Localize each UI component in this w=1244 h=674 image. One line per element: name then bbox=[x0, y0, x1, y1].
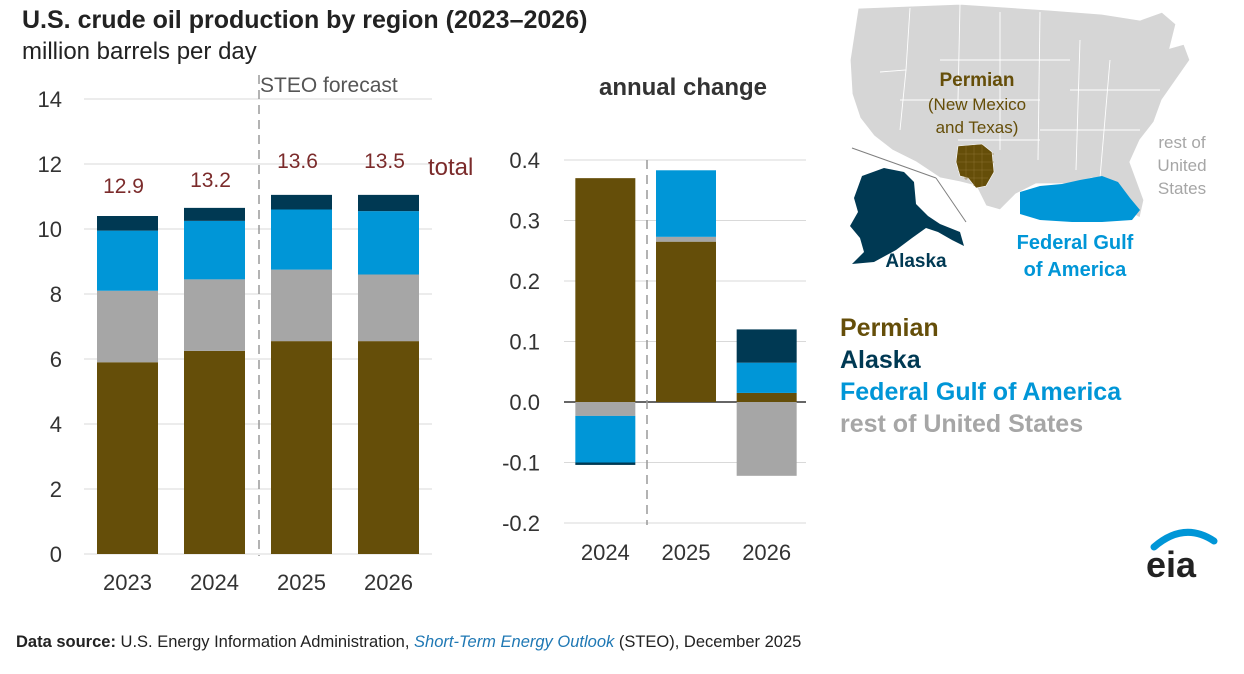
footer-source-label: Data source: bbox=[16, 633, 116, 651]
bar-rest-of-united-states-2026 bbox=[358, 274, 419, 342]
bar-alaska-2026 bbox=[736, 329, 797, 363]
y-tick-label: 0.1 bbox=[509, 330, 540, 355]
bar-rest-of-united-states-2026 bbox=[736, 402, 797, 476]
legend-item-permian: Permian bbox=[840, 314, 939, 342]
state-borders bbox=[879, 3, 1160, 179]
total-labels: 12.9 13.2 13.6 13.5 bbox=[103, 150, 405, 198]
bar-rest-of-united-states-2025 bbox=[656, 236, 716, 242]
forecast-label: STEO forecast bbox=[260, 74, 398, 97]
bar-rest-of-united-states-2024 bbox=[184, 279, 245, 351]
permian-sublabel-1: (New Mexico bbox=[928, 95, 1026, 114]
bar-rest-of-united-states-2024 bbox=[575, 402, 636, 416]
permian-region bbox=[955, 143, 995, 189]
y-tick-label: 0.2 bbox=[509, 269, 540, 294]
y-tick-label: 8 bbox=[50, 282, 62, 307]
bar-federal-gulf-of-america-2025 bbox=[271, 209, 332, 270]
x-tick-label: 2026 bbox=[742, 540, 791, 565]
rest-label-1: rest of bbox=[1158, 133, 1206, 152]
y-tick-label: 0.4 bbox=[509, 148, 540, 173]
bar-permian-2024 bbox=[575, 178, 636, 402]
bars bbox=[575, 170, 797, 476]
total-legend-label: total bbox=[428, 154, 473, 181]
y-tick-label: 0.0 bbox=[509, 390, 540, 415]
y-axis-ticks: 0 2 4 6 8 10 12 14 bbox=[38, 87, 62, 567]
bar-alaska-2025 bbox=[271, 194, 332, 210]
permian-label: Permian bbox=[940, 70, 1015, 91]
y-tick-label: 10 bbox=[38, 217, 62, 242]
total-value-label: 12.9 bbox=[103, 175, 144, 198]
y-tick-label: 4 bbox=[50, 412, 62, 437]
eia-logo-text: eia bbox=[1146, 544, 1197, 585]
alaska-label: Alaska bbox=[885, 251, 947, 272]
footer-report-link[interactable]: Short-Term Energy Outlook bbox=[414, 633, 615, 651]
permian-sublabel-2: and Texas) bbox=[936, 118, 1019, 137]
rest-label-2: United bbox=[1157, 156, 1206, 175]
y-tick-label: -0.1 bbox=[502, 451, 540, 476]
bars bbox=[97, 194, 419, 554]
bar-permian-2026 bbox=[736, 392, 797, 402]
legend-item-rest-of-us: rest of United States bbox=[840, 410, 1084, 438]
chart-title: U.S. crude oil production by region (202… bbox=[22, 6, 588, 34]
bar-permian-2026 bbox=[358, 341, 419, 554]
y-axis-ticks: -0.2 -0.1 0.0 0.1 0.2 0.3 0.4 bbox=[502, 148, 540, 536]
eia-logo-icon: eia bbox=[1146, 528, 1218, 585]
rest-label-3: States bbox=[1158, 179, 1206, 198]
bar-federal-gulf-of-america-2023 bbox=[97, 230, 158, 291]
legend: Permian Alaska Federal Gulf of America r… bbox=[840, 312, 1121, 440]
bar-rest-of-united-states-2025 bbox=[271, 269, 332, 342]
annual-change-chart: annual change -0.2 -0.1 0.0 0.1 0.2 0.3 0.4 20… bbox=[502, 74, 806, 565]
y-tick-label: 0 bbox=[50, 542, 62, 567]
y-tick-label: 2 bbox=[50, 477, 62, 502]
bar-alaska-2026 bbox=[358, 194, 419, 212]
y-tick-label: 0.3 bbox=[509, 209, 540, 234]
legend-item-federal-gulf: Federal Gulf of America bbox=[840, 378, 1122, 406]
bar-alaska-2024 bbox=[184, 207, 245, 221]
x-axis-ticks: 2023 2024 2025 2026 bbox=[103, 570, 413, 595]
y-tick-label: 14 bbox=[38, 87, 62, 112]
bar-federal-gulf-of-america-2024 bbox=[184, 220, 245, 280]
total-value-label: 13.6 bbox=[277, 150, 318, 173]
bar-alaska-2023 bbox=[97, 216, 158, 231]
total-value-label: 13.2 bbox=[190, 169, 231, 192]
footer-report-suffix: (STEO), December 2025 bbox=[614, 633, 802, 651]
y-tick-label: -0.2 bbox=[502, 511, 540, 536]
us-map: Permian (New Mexico and Texas) rest of U… bbox=[849, 3, 1207, 281]
x-tick-label: 2024 bbox=[190, 570, 239, 595]
x-tick-label: 2024 bbox=[581, 540, 630, 565]
y-tick-label: 12 bbox=[38, 152, 62, 177]
bar-federal-gulf-of-america-2025 bbox=[656, 170, 716, 237]
bar-permian-2023 bbox=[97, 362, 158, 554]
x-tick-label: 2023 bbox=[103, 570, 152, 595]
bar-permian-2025 bbox=[271, 341, 332, 554]
bar-federal-gulf-of-america-2026 bbox=[736, 362, 797, 393]
bar-federal-gulf-of-america-2026 bbox=[358, 211, 419, 275]
bar-rest-of-united-states-2023 bbox=[97, 290, 158, 363]
bar-permian-2025 bbox=[656, 241, 716, 402]
gulf-label-2: of America bbox=[1024, 259, 1128, 281]
production-chart: 0 2 4 6 8 10 12 14 2023 2024 2025 2026 12.9 13.2 13.… bbox=[38, 74, 474, 595]
bar-federal-gulf-of-america-2024 bbox=[575, 415, 636, 463]
x-tick-label: 2025 bbox=[277, 570, 326, 595]
data-source-footer: Data source: U.S. Energy Information Adm… bbox=[16, 633, 801, 652]
permian-county-lines bbox=[957, 145, 994, 186]
bar-permian-2024 bbox=[184, 350, 245, 554]
x-tick-label: 2026 bbox=[364, 570, 413, 595]
x-axis-ticks: 2024 2025 2026 bbox=[581, 540, 791, 565]
total-value-label: 13.5 bbox=[364, 150, 405, 173]
gulf-region bbox=[1020, 176, 1140, 222]
y-tick-label: 6 bbox=[50, 347, 62, 372]
alaska-shape bbox=[850, 168, 964, 264]
annual-change-title: annual change bbox=[599, 74, 767, 101]
legend-item-alaska: Alaska bbox=[840, 346, 921, 374]
gulf-label-1: Federal Gulf bbox=[1017, 232, 1134, 254]
chart-subtitle: million barrels per day bbox=[22, 38, 257, 65]
footer-source-text: U.S. Energy Information Administration, bbox=[115, 633, 415, 651]
bar-alaska-2024 bbox=[575, 462, 636, 465]
x-tick-label: 2025 bbox=[662, 540, 711, 565]
